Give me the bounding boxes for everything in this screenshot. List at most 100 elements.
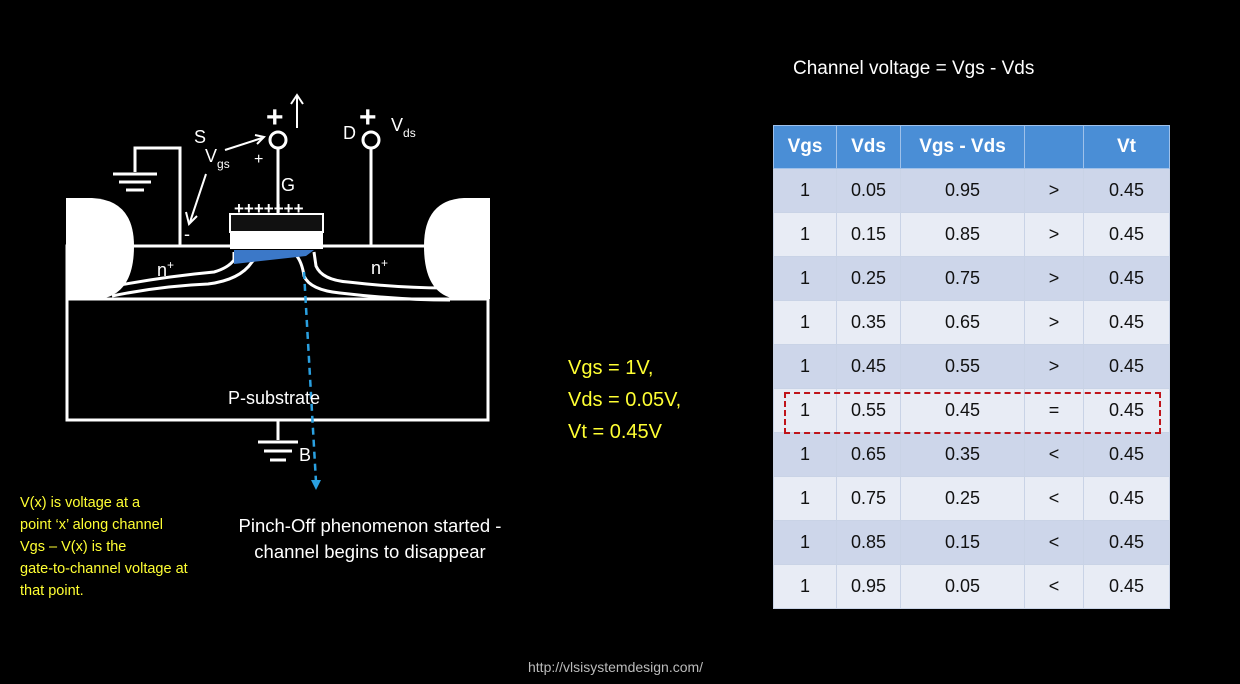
drain-terminal — [361, 130, 381, 150]
caption-line: Pinch-Off phenomenon started - — [238, 515, 502, 536]
table-cell: 0.85 — [900, 212, 1025, 257]
table-cell: 0.25 — [900, 476, 1025, 521]
table-cell: 0.75 — [836, 476, 901, 521]
table-cell: 0.85 — [836, 520, 901, 565]
table-cell: 0.75 — [900, 256, 1025, 301]
header-vgs-minus-vds: Vgs - Vds — [900, 125, 1025, 169]
table-cell: 1 — [773, 212, 837, 257]
table-cell: 1 — [773, 168, 837, 213]
depletion-boundary-inner — [119, 251, 445, 290]
voltage-table: Vgs Vds Vgs - Vds Vt 1 0.05 0.95 >0.45 1 0.15… — [773, 125, 1170, 609]
note-line: V(x) is voltage at a — [20, 495, 141, 511]
note-line: point ‘x’ along channel — [20, 517, 163, 533]
body-ground-icon — [258, 420, 298, 462]
table-row: 1 0.35 0.65 >0.45 — [773, 300, 1170, 345]
table-row: 1 0.65 0.35 <0.45 — [773, 432, 1170, 477]
table-cell: 1 — [773, 388, 837, 433]
table-cell: 0.05 — [900, 564, 1025, 609]
table-cell: = — [1024, 388, 1084, 433]
gate-charges: +++++++ — [234, 199, 304, 218]
note-line: that point. — [20, 583, 84, 599]
table-cell: 0.65 — [836, 432, 901, 477]
caption-line: channel begins to disappear — [254, 541, 486, 562]
table-cell: 0.45 — [836, 344, 901, 389]
table-cell: 0.45 — [1083, 256, 1170, 301]
table-cell: 0.95 — [900, 168, 1025, 213]
table-cell: 0.65 — [900, 300, 1025, 345]
table-cell: > — [1024, 168, 1084, 213]
n-plus-right-label: n+ — [371, 256, 388, 278]
table-cell: 1 — [773, 476, 837, 521]
table-cell: < — [1024, 476, 1084, 521]
table-cell: 0.45 — [1083, 344, 1170, 389]
source-wire — [133, 146, 182, 246]
gate-up-arrow-icon — [290, 93, 304, 128]
header-comparison — [1024, 125, 1084, 169]
table-cell: 0.95 — [836, 564, 901, 609]
note-line: gate-to-channel voltage at — [20, 561, 188, 577]
header-vt: Vt — [1083, 125, 1170, 169]
vgs-arrows — [185, 134, 266, 226]
table-cell: > — [1024, 300, 1084, 345]
param-vt: Vt = 0.45V — [568, 421, 662, 443]
vgs-plus-sign: + — [254, 151, 263, 168]
table-cell: 0.45 — [900, 388, 1025, 433]
table-title: Channel voltage = Vgs - Vds — [793, 58, 1035, 79]
inversion-channel — [234, 250, 314, 264]
gate-terminal — [268, 130, 288, 150]
table-cell: 0.45 — [1083, 388, 1170, 433]
channel-voltage-note: V(x) is voltage at a point ‘x’ along cha… — [20, 492, 188, 602]
table-row: 1 0.95 0.05 <0.45 — [773, 564, 1170, 609]
table-row: 1 0.55 0.45 = 0.45 — [773, 388, 1170, 433]
gate-label: G — [281, 175, 295, 195]
table-row: 1 0.15 0.85 >0.45 — [773, 212, 1170, 257]
table-body: 1 0.05 0.95 >0.45 1 0.15 0.85 >0.45 1 0.25 0.75 >0.… — [773, 168, 1170, 609]
table-row: 1 0.85 0.15 <0.45 — [773, 520, 1170, 565]
vgs-label: Vgs — [205, 146, 230, 171]
table-cell: > — [1024, 256, 1084, 301]
table-cell: 0.05 — [836, 168, 901, 213]
table-cell: < — [1024, 432, 1084, 477]
table-row: 1 0.75 0.25 <0.45 — [773, 476, 1170, 521]
table-cell: 0.45 — [1083, 212, 1170, 257]
table-cell: 1 — [773, 564, 837, 609]
table-cell: 1 — [773, 300, 837, 345]
footer-url: http://vlsisystemdesign.com/ — [528, 659, 704, 675]
table-row: 1 0.25 0.75 >0.45 — [773, 256, 1170, 301]
table-cell: 1 — [773, 520, 837, 565]
param-vgs: Vgs = 1V, — [568, 357, 654, 379]
table-cell: 1 — [773, 344, 837, 389]
table-header-row: Vgs Vds Vgs - Vds Vt — [773, 125, 1170, 169]
table-cell: < — [1024, 520, 1084, 565]
table-cell: 0.45 — [1083, 564, 1170, 609]
table-cell: 1 — [773, 256, 837, 301]
drain-plus-sign: + — [359, 101, 377, 134]
table-cell: 0.45 — [1083, 168, 1170, 213]
table-cell: < — [1024, 564, 1084, 609]
table-cell: 0.55 — [836, 388, 901, 433]
table-row: 1 0.05 0.95 >0.45 — [773, 168, 1170, 213]
param-vds: Vds = 0.05V, — [568, 389, 682, 411]
table-cell: 0.45 — [1083, 432, 1170, 477]
body-label: B — [299, 445, 311, 465]
mosfet-diagram: S Vgs + - + G +++++++ D + Vds n+ n+ P-su… — [65, 93, 490, 490]
table-cell: 0.35 — [836, 300, 901, 345]
note-line: Vgs – V(x) is the — [20, 539, 127, 555]
table-cell: 0.45 — [1083, 476, 1170, 521]
pinch-off-probe-arrowhead — [311, 480, 321, 490]
gate-plus-sign: + — [266, 101, 284, 134]
bias-parameters: Vgs = 1V, Vds = 0.05V, Vt = 0.45V — [568, 352, 681, 448]
pinch-off-caption: Pinch-Off phenomenon started - channel b… — [200, 513, 540, 565]
table-row: 1 0.45 0.55 >0.45 — [773, 344, 1170, 389]
header-vgs: Vgs — [773, 125, 837, 169]
substrate-label: P-substrate — [228, 388, 320, 408]
table-cell: 0.15 — [900, 520, 1025, 565]
right-isolation-oxide — [424, 198, 490, 299]
vgs-minus-sign: - — [184, 224, 190, 244]
table-cell: > — [1024, 344, 1084, 389]
source-ground-icon — [113, 172, 157, 192]
header-vds: Vds — [836, 125, 901, 169]
table-cell: 0.45 — [1083, 520, 1170, 565]
table-cell: 0.15 — [836, 212, 901, 257]
gate-oxide — [230, 232, 323, 249]
